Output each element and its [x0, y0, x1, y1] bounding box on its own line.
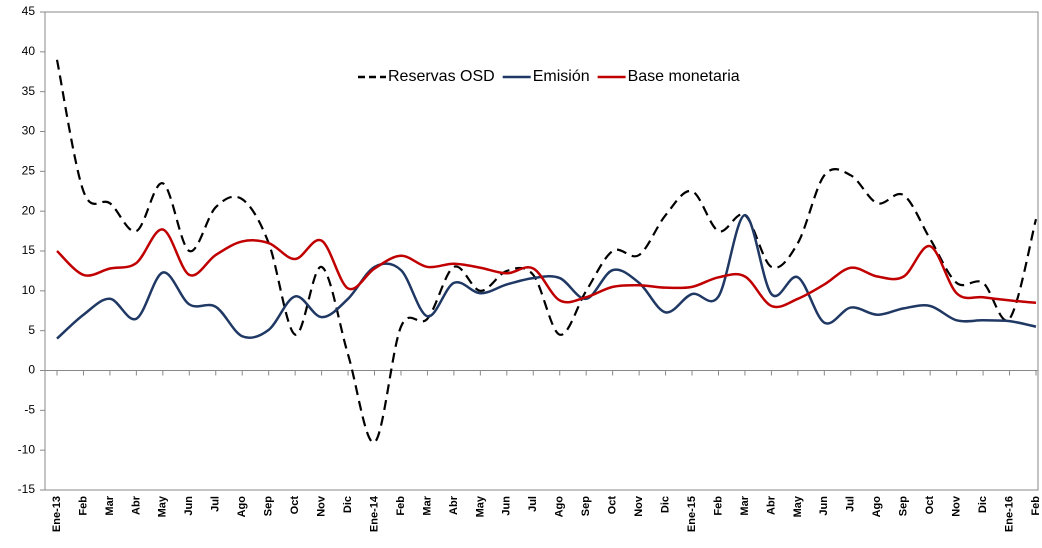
series-line — [56, 213, 1037, 340]
x-tick-label: May — [157, 495, 169, 517]
x-tick-label: Jul — [527, 496, 539, 512]
legend-label: Emisión — [533, 68, 590, 85]
x-tick-label: Sep — [898, 496, 910, 516]
y-tick-label: 10 — [22, 283, 36, 297]
x-tick-label: Feb — [77, 496, 89, 516]
x-tick-label: Ago — [554, 496, 566, 518]
y-tick-label: 0 — [28, 363, 35, 377]
x-tick-label: Sep — [263, 496, 275, 516]
series-line — [55, 59, 1038, 444]
x-tick-label: Abr — [765, 495, 777, 515]
legend-label: Reservas OSD — [388, 68, 495, 85]
y-tick-label: -15 — [18, 482, 36, 496]
x-tick-label: Jul — [210, 496, 222, 512]
y-tick-label: 35 — [22, 84, 36, 98]
x-tick-label: Jun — [183, 496, 195, 516]
series-line — [56, 228, 1037, 309]
y-tick-label: -5 — [24, 403, 35, 417]
y-tick-label: 40 — [22, 44, 36, 58]
x-tick-label: Nov — [316, 495, 328, 517]
x-tick-label: Jul — [845, 496, 857, 512]
x-tick-label: Dic — [342, 496, 354, 513]
x-tick-label: Abr — [130, 495, 142, 515]
x-tick-label: Nov — [633, 495, 645, 517]
x-tick-label: Oct — [289, 496, 301, 515]
y-tick-label: 20 — [22, 203, 36, 217]
y-tick-label: 5 — [28, 323, 35, 337]
x-tick-label: Jun — [818, 496, 830, 516]
x-tick-label: Oct — [924, 496, 936, 515]
y-tick-label: -10 — [18, 442, 36, 456]
x-tick-label: Mar — [739, 495, 751, 515]
x-tick-label: May — [474, 495, 486, 517]
x-tick-label: Ene-13 — [51, 496, 63, 532]
x-tick-label: Feb — [395, 496, 407, 516]
x-tick-label: Dic — [659, 496, 671, 513]
x-tick-label: Sep — [580, 496, 592, 516]
x-tick-label: Mar — [421, 495, 433, 515]
y-tick-label: 25 — [22, 164, 36, 178]
x-tick-label: Feb — [1030, 496, 1042, 516]
y-tick-label: 15 — [22, 243, 36, 257]
x-tick-label: Jun — [501, 496, 513, 516]
x-tick-label: Abr — [448, 495, 460, 515]
y-tick-label: 30 — [22, 124, 36, 138]
x-tick-label: Ene-14 — [368, 495, 380, 532]
x-tick-label: Mar — [104, 495, 116, 515]
x-tick-label: Ago — [871, 496, 883, 518]
y-tick-label: 45 — [22, 4, 36, 18]
x-tick-label: Ene-15 — [686, 496, 698, 532]
x-tick-label: May — [792, 495, 804, 517]
x-tick-label: Ago — [236, 496, 248, 518]
x-tick-label: Oct — [607, 496, 619, 515]
legend-label: Base monetaria — [628, 68, 740, 85]
x-tick-label: Feb — [712, 496, 724, 516]
x-tick-label: Ene-16 — [1003, 496, 1015, 532]
x-tick-label: Dic — [977, 496, 989, 513]
x-tick-label: Nov — [951, 495, 963, 517]
